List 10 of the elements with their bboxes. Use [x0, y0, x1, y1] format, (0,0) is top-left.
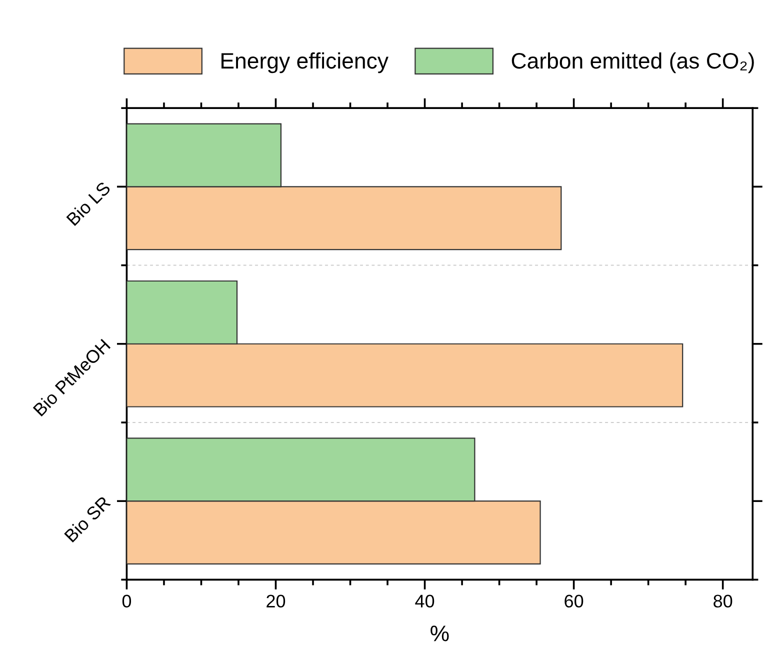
y-tick-label: Bio LS	[66, 180, 112, 226]
legend-label: Carbon emitted (as CO₂)	[512, 52, 754, 74]
legend-label: Energy efficiency	[222, 52, 388, 74]
x-tick-label: 60	[564, 594, 584, 608]
y-tick-label: Bio SR	[64, 495, 112, 543]
x-axis-title: %	[430, 626, 449, 642]
x-tick-label: 40	[415, 594, 434, 608]
x-tick-label: 80	[714, 594, 732, 608]
x-tick-label: 20	[266, 594, 286, 608]
x-tick-label: 0	[122, 594, 132, 608]
